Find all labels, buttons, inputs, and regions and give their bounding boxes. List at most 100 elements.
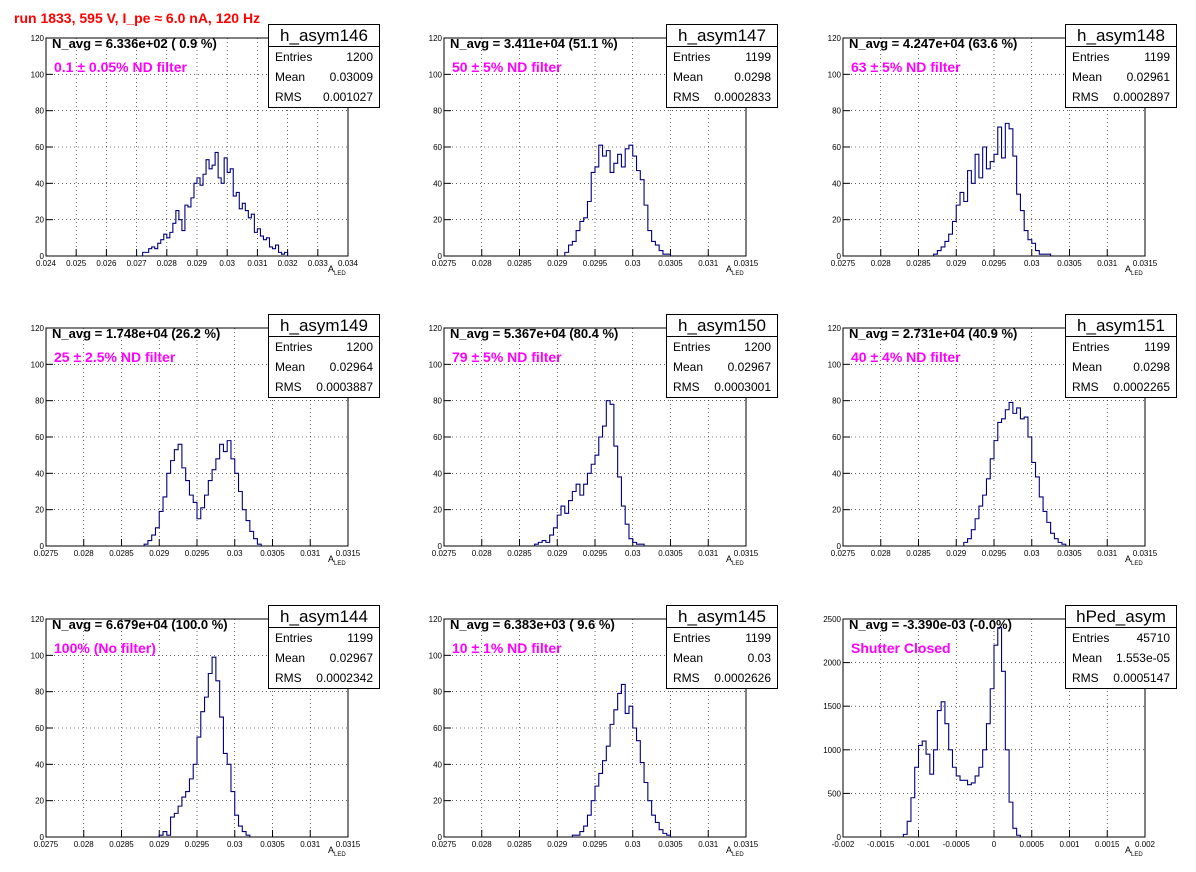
histogram-bin: [542, 541, 546, 546]
histogram-bin: [971, 783, 975, 837]
histogram-bin: [625, 713, 629, 837]
x-tick-label: 0.03: [1024, 259, 1040, 268]
histogram-bin: [599, 145, 603, 256]
histogram-name: hPed_asym: [1066, 606, 1176, 628]
y-tick-label: 40: [433, 179, 442, 188]
y-tick-label: 20: [433, 797, 442, 806]
x-tick-label: 0.0305: [658, 549, 683, 558]
histogram-bin: [1028, 240, 1032, 256]
stats-row-entries: Entries 1200: [269, 47, 379, 67]
histogram-bin: [561, 506, 565, 546]
histogram-bin: [584, 218, 588, 256]
y-tick-label: 120: [429, 615, 443, 624]
histogram-bin: [1032, 462, 1036, 546]
stats-row-mean: Mean 0.0298: [1066, 357, 1176, 377]
x-axis-subscript: LED: [334, 270, 346, 277]
x-tick-label: 0.03: [625, 840, 641, 849]
stats-box: h_asym149 Entries 1200 Mean 0.02964 RMS 0.0003…: [268, 314, 380, 398]
histogram-bin: [633, 156, 637, 256]
histogram-panel: 0.0275 0.028 0.0285 0.029 0.0295 0.03 0.0305 0.…: [797, 0, 1195, 290]
x-tick-label: 0.028: [74, 840, 95, 849]
histogram-bin: [208, 481, 212, 546]
x-tick-label: 0.031: [698, 840, 719, 849]
x-tick-label: 0.0285: [507, 549, 532, 558]
histogram-bin: [227, 441, 231, 546]
histogram-bin: [242, 832, 246, 837]
y-tick-label: 60: [433, 724, 442, 733]
histogram-panel: 0.0275 0.028 0.0285 0.029 0.0295 0.03 0.0305 0.…: [398, 290, 796, 580]
stats-key-mean: Mean: [275, 360, 306, 374]
navg-annotation: N_avg = 6.679e+04 (100.0 %): [52, 617, 228, 632]
histogram-bin: [248, 218, 251, 256]
filter-annotation: 79 ± 5% ND filter: [452, 349, 562, 365]
histogram-bin: [606, 401, 610, 546]
x-tick-label: 0.0275: [432, 840, 457, 849]
histogram-bin: [163, 497, 167, 546]
histogram-bin: [637, 741, 641, 837]
histogram-bin: [227, 764, 231, 837]
stats-row-rms: RMS 0.0002626: [667, 668, 777, 688]
x-tick-label: 0.028: [157, 259, 178, 268]
histogram-bin: [1013, 413, 1017, 546]
histogram-bin: [640, 763, 644, 837]
x-tick-label: 0.0285: [109, 840, 134, 849]
stats-key-mean: Mean: [1072, 651, 1103, 665]
histogram-bin: [644, 783, 648, 838]
histogram-bin: [197, 519, 201, 546]
stats-box: h_asym151 Entries 1199 Mean 0.0298 RMS 0.00022…: [1065, 314, 1177, 398]
x-tick-label: 0.0275: [432, 259, 457, 268]
histogram-bin: [960, 780, 964, 837]
histogram-bin: [937, 711, 941, 837]
stats-value-mean: 0.02967: [329, 651, 373, 665]
x-tick-label: 0.03: [219, 259, 235, 268]
histogram-bin: [223, 753, 227, 837]
x-axis-subscript: LED: [732, 560, 744, 567]
x-axis-label: ALED: [328, 554, 346, 567]
histogram-bin: [625, 524, 629, 546]
stats-value-rms: 0.0003887: [316, 380, 373, 394]
histogram-bin: [1047, 522, 1051, 546]
histogram-bin: [208, 674, 212, 838]
histogram-bin: [640, 180, 644, 256]
y-tick-label: 80: [35, 397, 44, 406]
histogram-bin: [209, 169, 212, 256]
stats-value-entries: 45710: [1136, 631, 1170, 645]
histogram-outline: [564, 144, 672, 256]
y-tick-label: 40: [35, 760, 44, 769]
x-axis-subscript: LED: [334, 560, 346, 567]
histogram-bin: [907, 821, 911, 837]
histogram-bin: [1002, 671, 1006, 837]
histogram-bin: [193, 502, 197, 546]
histogram-bin: [606, 746, 610, 837]
histogram-bin: [193, 764, 197, 837]
stats-row-entries: Entries 1199: [1066, 337, 1176, 357]
histogram-bin: [595, 167, 599, 256]
x-tick-label: 0.0005: [1020, 840, 1045, 849]
stats-row-entries: Entries 1199: [1066, 47, 1176, 67]
x-tick-label: 0.0295: [185, 840, 210, 849]
stats-value-rms: 0.0002833: [714, 90, 771, 104]
y-tick-label: 20: [832, 216, 841, 225]
histogram-bin: [595, 455, 599, 546]
histogram-bin: [587, 473, 591, 546]
histogram-bin: [990, 689, 994, 837]
x-tick-label: 0.0305: [658, 259, 683, 268]
histogram-bin: [254, 539, 258, 546]
run-title: run 1833, 595 V, I_pe ≈ 6.0 nA, 120 Hz: [14, 10, 261, 26]
histogram-outline: [142, 151, 289, 256]
histogram-bin: [975, 776, 979, 837]
histogram-name: h_asym145: [667, 606, 777, 628]
histogram-bin: [254, 232, 257, 256]
histogram-bin: [587, 815, 591, 837]
histogram-bin: [1051, 533, 1055, 546]
histogram-bin: [979, 767, 983, 837]
histogram-name: h_asym144: [269, 606, 379, 628]
histogram-bin: [188, 207, 191, 256]
histogram-bin: [979, 506, 983, 546]
histogram-bin: [648, 231, 652, 256]
histogram-bin: [990, 459, 994, 546]
stats-row-entries: Entries 1200: [667, 337, 777, 357]
stats-value-mean: 0.0298: [734, 70, 771, 84]
histogram-bin: [203, 174, 206, 256]
y-tick-label: 40: [35, 469, 44, 478]
